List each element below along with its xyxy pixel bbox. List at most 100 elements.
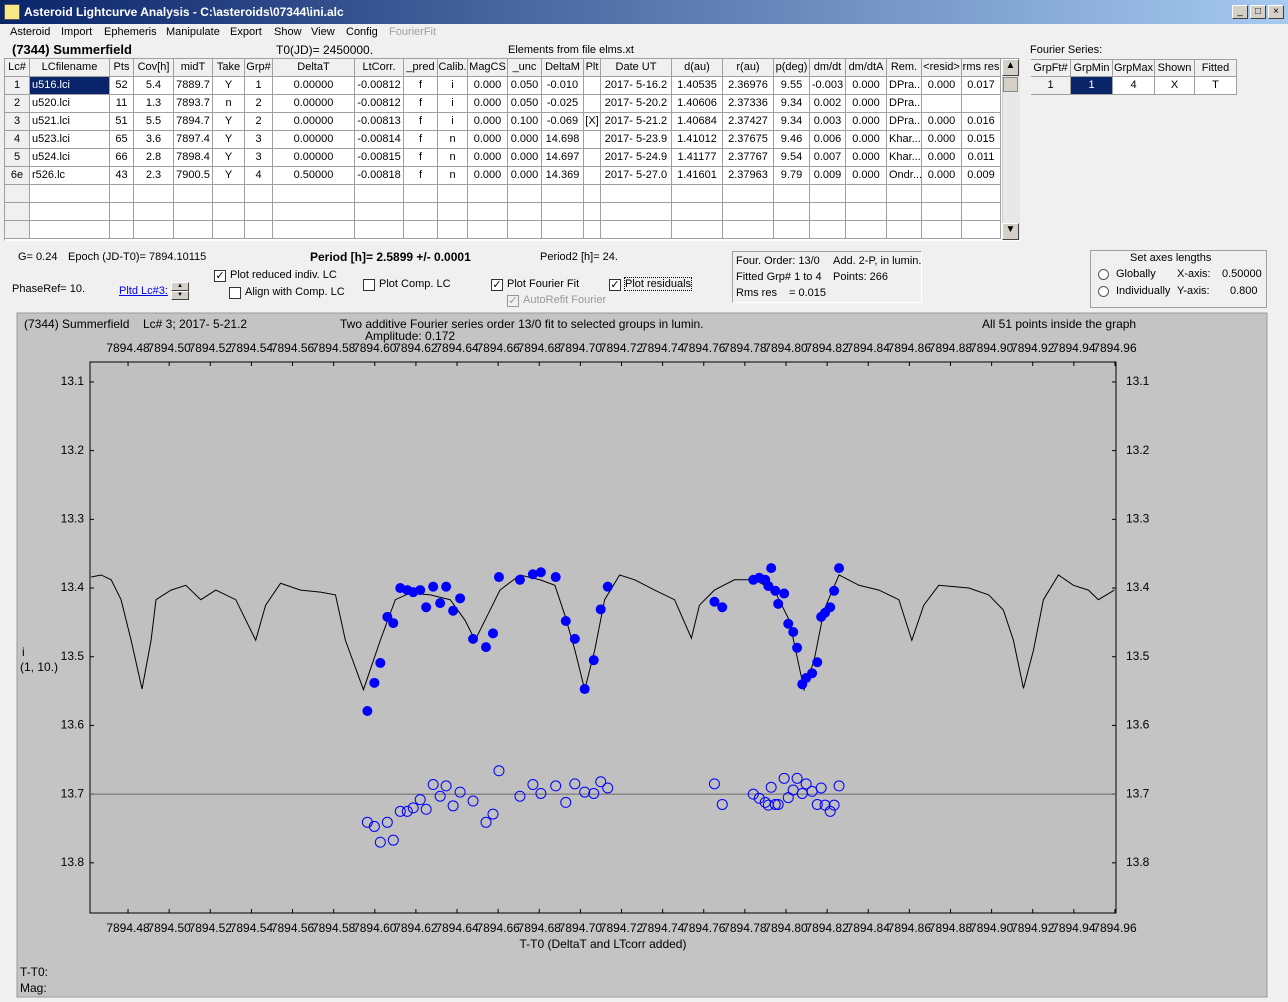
residual-point [824, 805, 836, 817]
fourier-header: GrpMin [1071, 59, 1113, 77]
table-cell[interactable]: 4 [5, 131, 30, 149]
table-cell: 0.017 [962, 77, 1001, 95]
table-cell: 1.40535 [672, 77, 723, 95]
empty-cell [810, 185, 846, 203]
table-cell: Y [213, 113, 245, 131]
residual-point [708, 778, 720, 790]
data-point [820, 607, 831, 618]
scroll-up[interactable]: ▲ [1002, 59, 1019, 76]
fit-model: Add. 2-P, in lumin. [833, 255, 922, 267]
data-point [760, 574, 771, 585]
residual-point [480, 816, 492, 828]
menu-item[interactable]: Import [61, 26, 93, 38]
table-cell [962, 95, 1001, 113]
maximize-button[interactable]: □ [1250, 5, 1266, 19]
fourier-cell: 1 [1031, 77, 1071, 95]
menu-item[interactable]: Asteroid [10, 26, 51, 38]
scrollbar[interactable] [1002, 59, 1020, 240]
table-cell: Ondr... [887, 167, 922, 185]
checkbox[interactable]: ✓ [491, 279, 503, 291]
chart-annotation: All 51 points inside the graph [982, 317, 1136, 331]
table-cell[interactable]: 5 [5, 149, 30, 167]
table-cell: -0.025 [542, 95, 584, 113]
x-tick-label-top: 7894.78 [723, 341, 767, 355]
table-cell[interactable]: 3 [5, 113, 30, 131]
checkbox-label[interactable]: Plot residuals [623, 277, 693, 291]
table-cell: 14.369 [542, 167, 584, 185]
empty-cell[interactable] [5, 185, 30, 203]
menu-item[interactable]: Ephemeris [104, 26, 157, 38]
table-cell: 9.54 [774, 149, 810, 167]
x-tick-label-top: 7894.68 [518, 341, 562, 355]
plotted-lc-link[interactable]: Pltd Lc#3: [119, 285, 168, 297]
spin-up[interactable]: ▲ [171, 282, 189, 291]
checkbox[interactable]: ✓ [609, 279, 621, 291]
table-cell: 0.011 [962, 149, 1001, 167]
scroll-down[interactable]: ▼ [1002, 223, 1019, 240]
empty-cell [922, 203, 962, 221]
checkbox-label[interactable]: Plot Comp. LC [379, 278, 451, 290]
empty-cell [468, 203, 508, 221]
table-cell[interactable]: 6e [5, 167, 30, 185]
radio-label[interactable]: Globally [1116, 268, 1156, 280]
data-point [829, 585, 840, 596]
radio-label[interactable]: Individually [1116, 285, 1171, 297]
data-point [527, 569, 538, 580]
checkbox-label[interactable]: Plot reduced indiv. LC [230, 269, 337, 281]
table-cell [922, 95, 962, 113]
table-cell: 43 [110, 167, 134, 185]
menu-item[interactable]: View [311, 26, 335, 38]
data-point [797, 679, 808, 690]
menu-item[interactable]: Show [274, 26, 302, 38]
table-cell [584, 131, 601, 149]
checkbox[interactable]: ✓ [214, 270, 226, 282]
radio[interactable] [1098, 269, 1109, 280]
empty-cell[interactable] [5, 221, 30, 239]
asteroid-name: (7344) Summerfield [12, 42, 132, 57]
table-cell: 5.5 [134, 113, 174, 131]
table-cell: 1.41177 [672, 149, 723, 167]
data-point [792, 642, 803, 653]
checkbox[interactable] [229, 287, 241, 299]
data-point [395, 583, 406, 594]
data-point [493, 572, 504, 583]
empty-cell [404, 221, 438, 239]
data-point [834, 563, 845, 574]
y-tick-label-right: 13.7 [1126, 786, 1150, 800]
table-cell: i [438, 77, 468, 95]
x-tick-label-top: 7894.56 [271, 341, 315, 355]
table-cell: f [404, 131, 438, 149]
y-tick-label-right: 13.6 [1126, 718, 1150, 732]
checkbox[interactable] [363, 279, 375, 291]
menu-item[interactable]: Export [230, 26, 262, 38]
menu-item[interactable]: Manipulate [166, 26, 220, 38]
menu-item[interactable]: FourierFit [389, 26, 437, 38]
checkbox-label[interactable]: Align with Comp. LC [245, 286, 345, 298]
radio[interactable] [1098, 286, 1109, 297]
residual-point [588, 787, 600, 799]
t0-label: T0(JD)= 2450000. [276, 43, 374, 57]
table-cell: 0.100 [508, 113, 542, 131]
x-tick-label-top: 7894.70 [559, 341, 603, 355]
fit-points: Points: 266 [833, 271, 889, 283]
spin-down[interactable]: ▼ [171, 291, 189, 300]
x-tick-label-top: 7894.80 [764, 341, 808, 355]
table-header: _pred [404, 59, 438, 77]
menu-item[interactable]: Config [346, 26, 378, 38]
fourier-header: Fitted [1195, 59, 1237, 77]
scroll-thumb[interactable] [1003, 77, 1018, 92]
table-cell: 0.000 [846, 149, 887, 167]
close-button[interactable]: × [1268, 5, 1284, 19]
data-point [825, 602, 836, 613]
empty-cell[interactable] [5, 203, 30, 221]
empty-cell [584, 203, 601, 221]
table-cell[interactable]: 1 [5, 77, 30, 95]
minimize-button[interactable]: _ [1232, 5, 1248, 19]
table-cell: 0.009 [962, 167, 1001, 185]
table-header: dm/dt [810, 59, 846, 77]
table-header: Plt [584, 59, 601, 77]
table-cell: 0.000 [468, 95, 508, 113]
table-cell[interactable]: 2 [5, 95, 30, 113]
table-cell: Y [213, 167, 245, 185]
checkbox-label[interactable]: Plot Fourier Fit [507, 278, 580, 290]
